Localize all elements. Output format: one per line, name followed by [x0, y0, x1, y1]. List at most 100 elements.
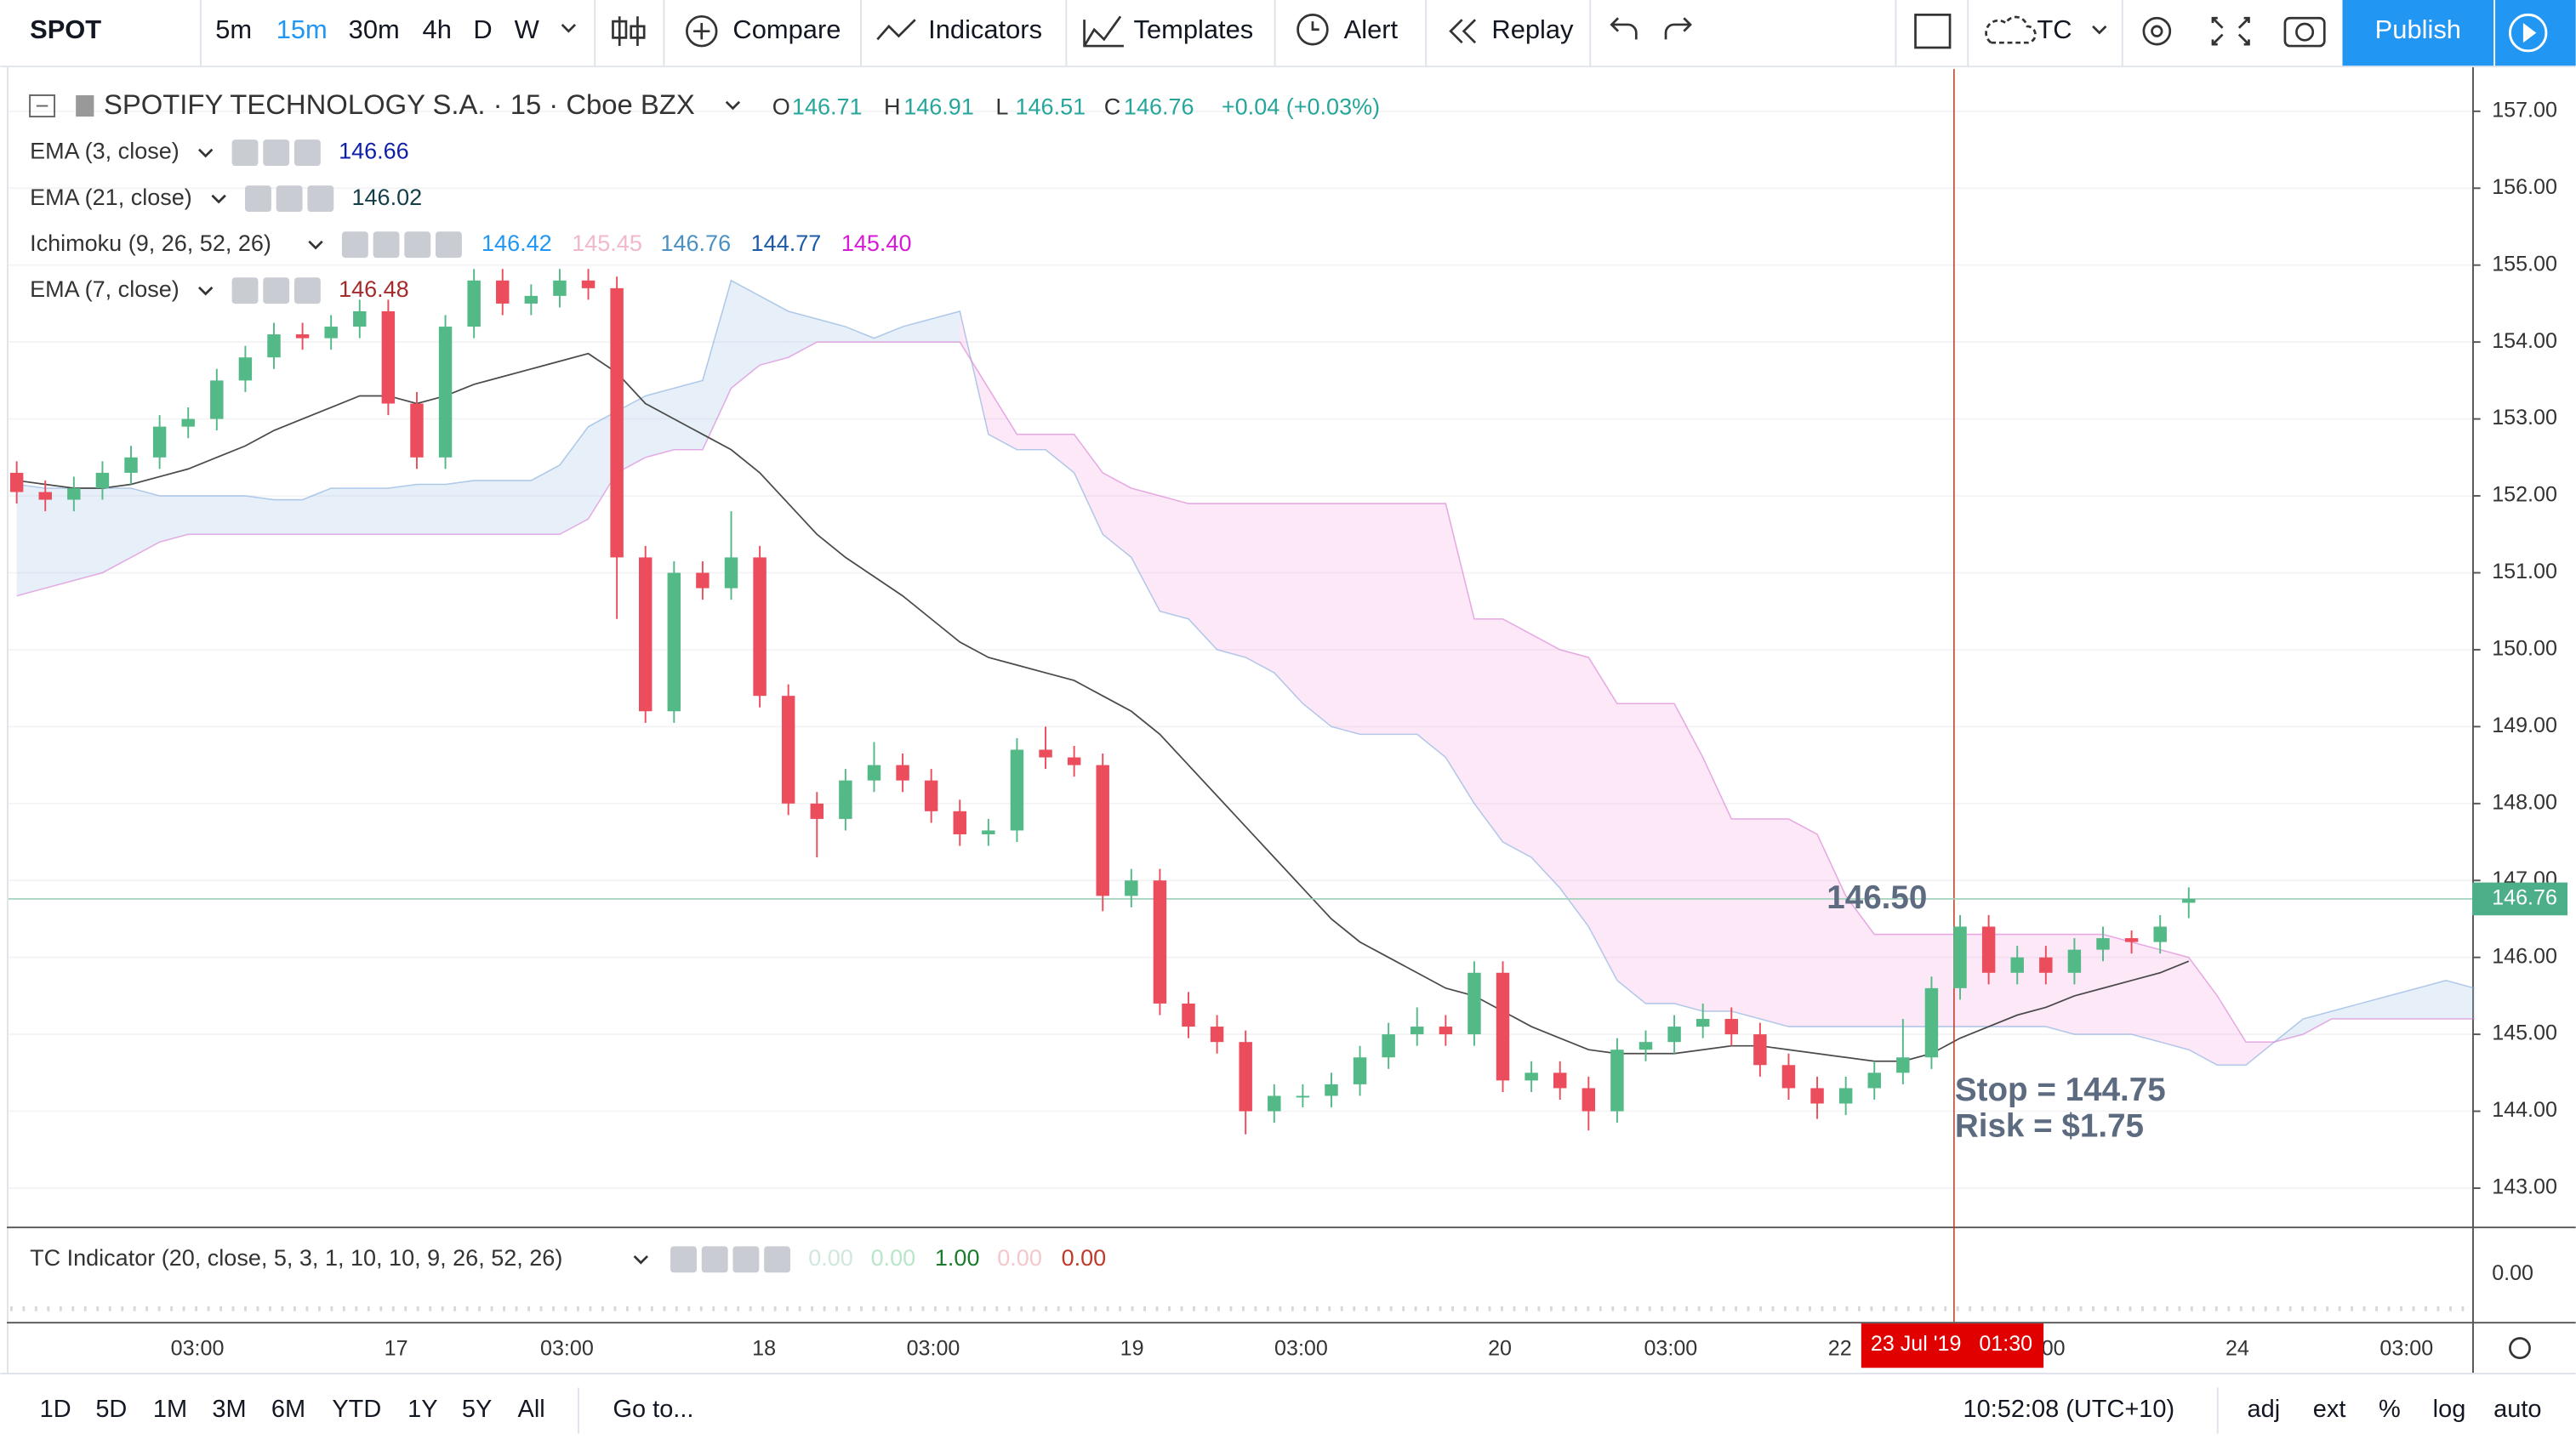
undo-button[interactable] [1610, 17, 1638, 40]
range-button[interactable]: 5Y [462, 1396, 492, 1423]
range-button[interactable]: 6M [271, 1396, 305, 1423]
scale-option[interactable]: adj [2248, 1396, 2281, 1423]
y-tick-label: 149.00 [2492, 714, 2557, 737]
interval-button[interactable]: 5m [215, 14, 252, 44]
fullscreen-toggle[interactable] [1914, 14, 1952, 49]
study-menu-icon[interactable] [211, 194, 226, 204]
indicator-control[interactable] [701, 1246, 728, 1273]
study-name[interactable]: EMA (7, close) [30, 276, 180, 302]
study-control[interactable] [341, 231, 368, 259]
cloud-segment [674, 380, 703, 450]
redo-button[interactable] [1664, 17, 1692, 40]
entry-annotation: 146.50 [1827, 879, 1927, 916]
templates-icon[interactable] [1083, 15, 1124, 48]
collapse-legend[interactable] [29, 94, 56, 118]
study-menu-icon[interactable] [198, 286, 214, 296]
indicator-control[interactable] [764, 1246, 791, 1273]
study-control[interactable] [276, 185, 303, 213]
indicator-control[interactable] [732, 1246, 760, 1273]
study-control[interactable] [404, 231, 431, 259]
indicator-menu-icon[interactable] [633, 1255, 648, 1265]
cloud-segment [1074, 434, 1103, 535]
range-button[interactable]: 5D [95, 1396, 127, 1423]
goto-button[interactable]: Go to... [613, 1396, 693, 1423]
layout-name[interactable]: TC [2037, 14, 2072, 44]
ohlc-key: C [1104, 94, 1121, 120]
snapshot-button[interactable] [2283, 16, 2326, 48]
study-control[interactable] [435, 231, 462, 259]
study-menu-icon[interactable] [308, 240, 323, 250]
publish-label[interactable]: Publish [2375, 14, 2461, 44]
cursor-time-badge [1861, 1323, 2044, 1368]
range-button[interactable]: 3M [212, 1396, 246, 1423]
alert-icon[interactable] [1297, 14, 1329, 46]
interval-button[interactable]: W [515, 14, 540, 44]
cloud-segment [1103, 472, 1131, 558]
scale-option[interactable]: ext [2313, 1396, 2346, 1423]
study-control[interactable] [294, 139, 321, 166]
scale-option[interactable]: % [2379, 1396, 2401, 1423]
replay-icon[interactable] [1449, 19, 1477, 44]
study-control[interactable] [373, 231, 400, 259]
study-control[interactable] [263, 277, 290, 304]
study-value: 145.40 [841, 230, 912, 256]
cloud-segment [931, 310, 960, 343]
candle-body [1724, 1019, 1739, 1035]
indicators-button[interactable]: Indicators [928, 14, 1042, 44]
study-control[interactable] [231, 277, 259, 304]
settings-button[interactable] [2142, 16, 2172, 46]
range-button[interactable]: 1D [40, 1396, 71, 1423]
fullscreen-button[interactable] [2211, 16, 2250, 46]
cloud-segment [1559, 649, 1589, 927]
interval-button[interactable]: 30m [349, 14, 400, 44]
study-name[interactable]: EMA (21, close) [30, 185, 192, 210]
cloud-segment [1674, 703, 1703, 1011]
scale-option[interactable]: auto [2493, 1396, 2541, 1423]
chart-style-icon[interactable] [612, 16, 646, 47]
candle-body [1210, 1027, 1224, 1043]
study-value: 144.77 [751, 230, 822, 256]
publish-button[interactable] [2342, 0, 2494, 66]
symbol[interactable]: SPOT [30, 14, 101, 44]
study-control[interactable] [263, 139, 290, 166]
interval-button[interactable]: 15m [276, 14, 328, 44]
interval-menu-icon[interactable] [561, 24, 577, 33]
compare-icon[interactable] [686, 14, 718, 48]
layout-menu-icon[interactable] [2092, 25, 2107, 35]
study-name[interactable]: Ichimoku (9, 26, 52, 26) [30, 230, 271, 256]
range-button[interactable]: 1M [153, 1396, 187, 1423]
indicator-name[interactable]: TC Indicator (20, close, 5, 3, 1, 10, 10… [30, 1245, 562, 1271]
study-menu-icon[interactable] [198, 148, 214, 158]
compare-button[interactable]: Compare [732, 14, 841, 44]
candle-body [9, 472, 24, 492]
indicator-control[interactable] [670, 1246, 697, 1273]
study-control[interactable] [307, 185, 334, 213]
range-button[interactable]: YTD [332, 1396, 381, 1423]
cloud-segment [988, 388, 1017, 450]
indicators-icon[interactable] [876, 19, 916, 41]
replay-button[interactable]: Replay [1491, 14, 1574, 44]
cloud-segment [2188, 957, 2218, 1066]
symbol-menu-icon[interactable] [725, 100, 741, 111]
clock[interactable]: 10:52:08 (UTC+10) [1963, 1396, 2175, 1423]
interval-button[interactable]: 4h [423, 14, 452, 44]
alert-button[interactable]: Alert [1344, 14, 1399, 44]
axis-settings-button[interactable] [2509, 1337, 2531, 1360]
scale-option[interactable]: log [2433, 1396, 2466, 1423]
candle-body [1753, 1034, 1767, 1066]
range-button[interactable]: 1Y [407, 1396, 437, 1423]
y-tick-label: 156.00 [2492, 175, 2557, 199]
cloud-segment [1188, 503, 1217, 650]
stream-play [2522, 23, 2537, 43]
symbol-title[interactable]: SPOTIFY TECHNOLOGY S.A. · 15 · Cboe BZX [104, 88, 695, 120]
range-button[interactable]: All [518, 1396, 545, 1423]
templates-button[interactable]: Templates [1134, 14, 1254, 44]
candle-body [524, 295, 539, 304]
cloud-layout-icon[interactable] [1985, 15, 2037, 44]
study-control[interactable] [294, 277, 321, 304]
study-control[interactable] [231, 139, 259, 166]
interval-button[interactable]: D [473, 14, 492, 44]
study-control[interactable] [245, 185, 271, 213]
study-name[interactable]: EMA (3, close) [30, 139, 180, 164]
